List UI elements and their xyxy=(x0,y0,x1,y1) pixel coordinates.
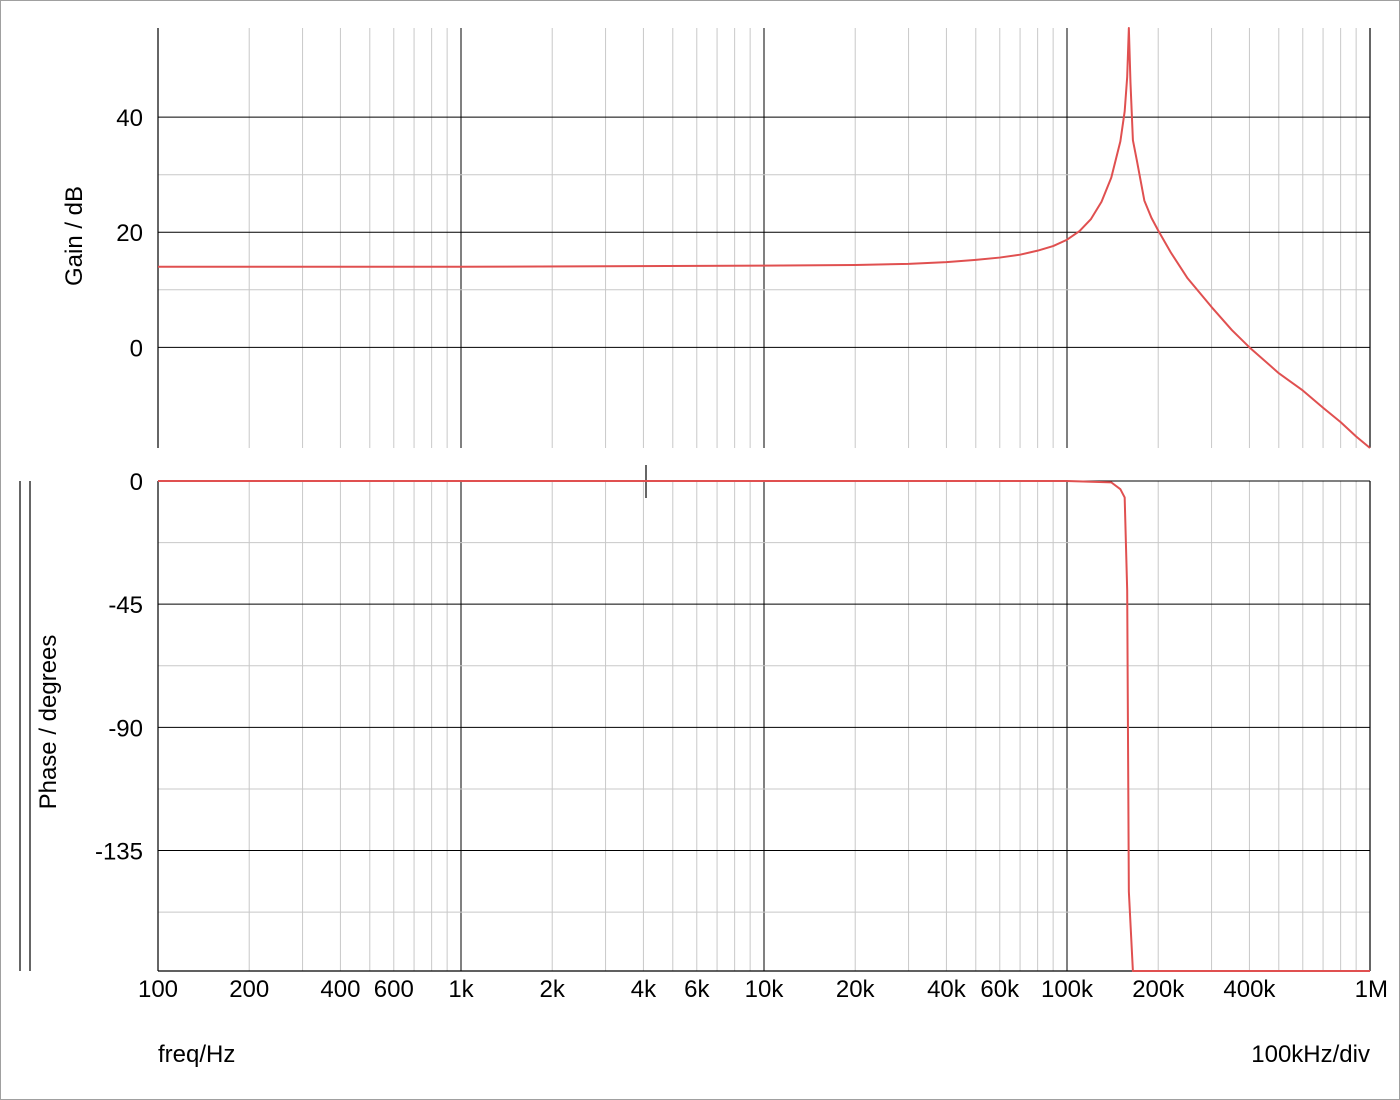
x-tick-label: 100k xyxy=(1041,976,1094,1003)
phase-y-tick-label: -135 xyxy=(95,839,143,866)
x-tick-labels: 100 200 400 600 1k 2k 4k 6k 10k 20k 40k 60k 100k 200k… xyxy=(138,976,1388,1003)
phase-y-tick-labels: 0 -45 -90 -135 xyxy=(95,469,143,866)
x-axis-label: freq/Hz xyxy=(158,1041,235,1068)
gain-y-tick-label: 0 xyxy=(130,335,143,362)
x-tick-label: 20k xyxy=(836,976,876,1003)
x-tick-label: 400 xyxy=(320,976,360,1003)
division-label: 100kHz/div xyxy=(1251,1041,1370,1068)
phase-grid xyxy=(158,480,1370,971)
phase-y-axis-label: Phase / degrees xyxy=(35,635,62,810)
x-tick-label: 10k xyxy=(745,976,785,1003)
gain-series-line xyxy=(158,27,1371,449)
phase-y-tick-label: 0 xyxy=(130,469,143,496)
x-tick-label: 1k xyxy=(448,976,474,1003)
x-tick-label: 1M xyxy=(1355,976,1388,1003)
x-tick-label: 400k xyxy=(1223,976,1276,1003)
gain-y-tick-label: 40 xyxy=(116,105,143,132)
x-tick-label: 6k xyxy=(684,976,710,1003)
x-tick-label: 200k xyxy=(1132,976,1185,1003)
x-tick-label: 60k xyxy=(980,976,1020,1003)
x-tick-label: 600 xyxy=(374,976,414,1003)
x-tick-label: 2k xyxy=(540,976,566,1003)
gain-grid xyxy=(158,28,1370,448)
phase-y-tick-label: -45 xyxy=(108,592,143,619)
x-tick-label: 40k xyxy=(927,976,967,1003)
phase-y-tick-label: -90 xyxy=(108,715,143,742)
x-tick-label: 200 xyxy=(229,976,269,1003)
gain-y-tick-labels: 0 20 40 xyxy=(116,105,143,362)
x-tick-label: 4k xyxy=(631,976,657,1003)
gain-y-axis-label: Gain / dB xyxy=(61,186,88,286)
x-tick-label: 100 xyxy=(138,976,178,1003)
gain-y-tick-label: 20 xyxy=(116,220,143,247)
phase-series-line xyxy=(158,480,1370,972)
